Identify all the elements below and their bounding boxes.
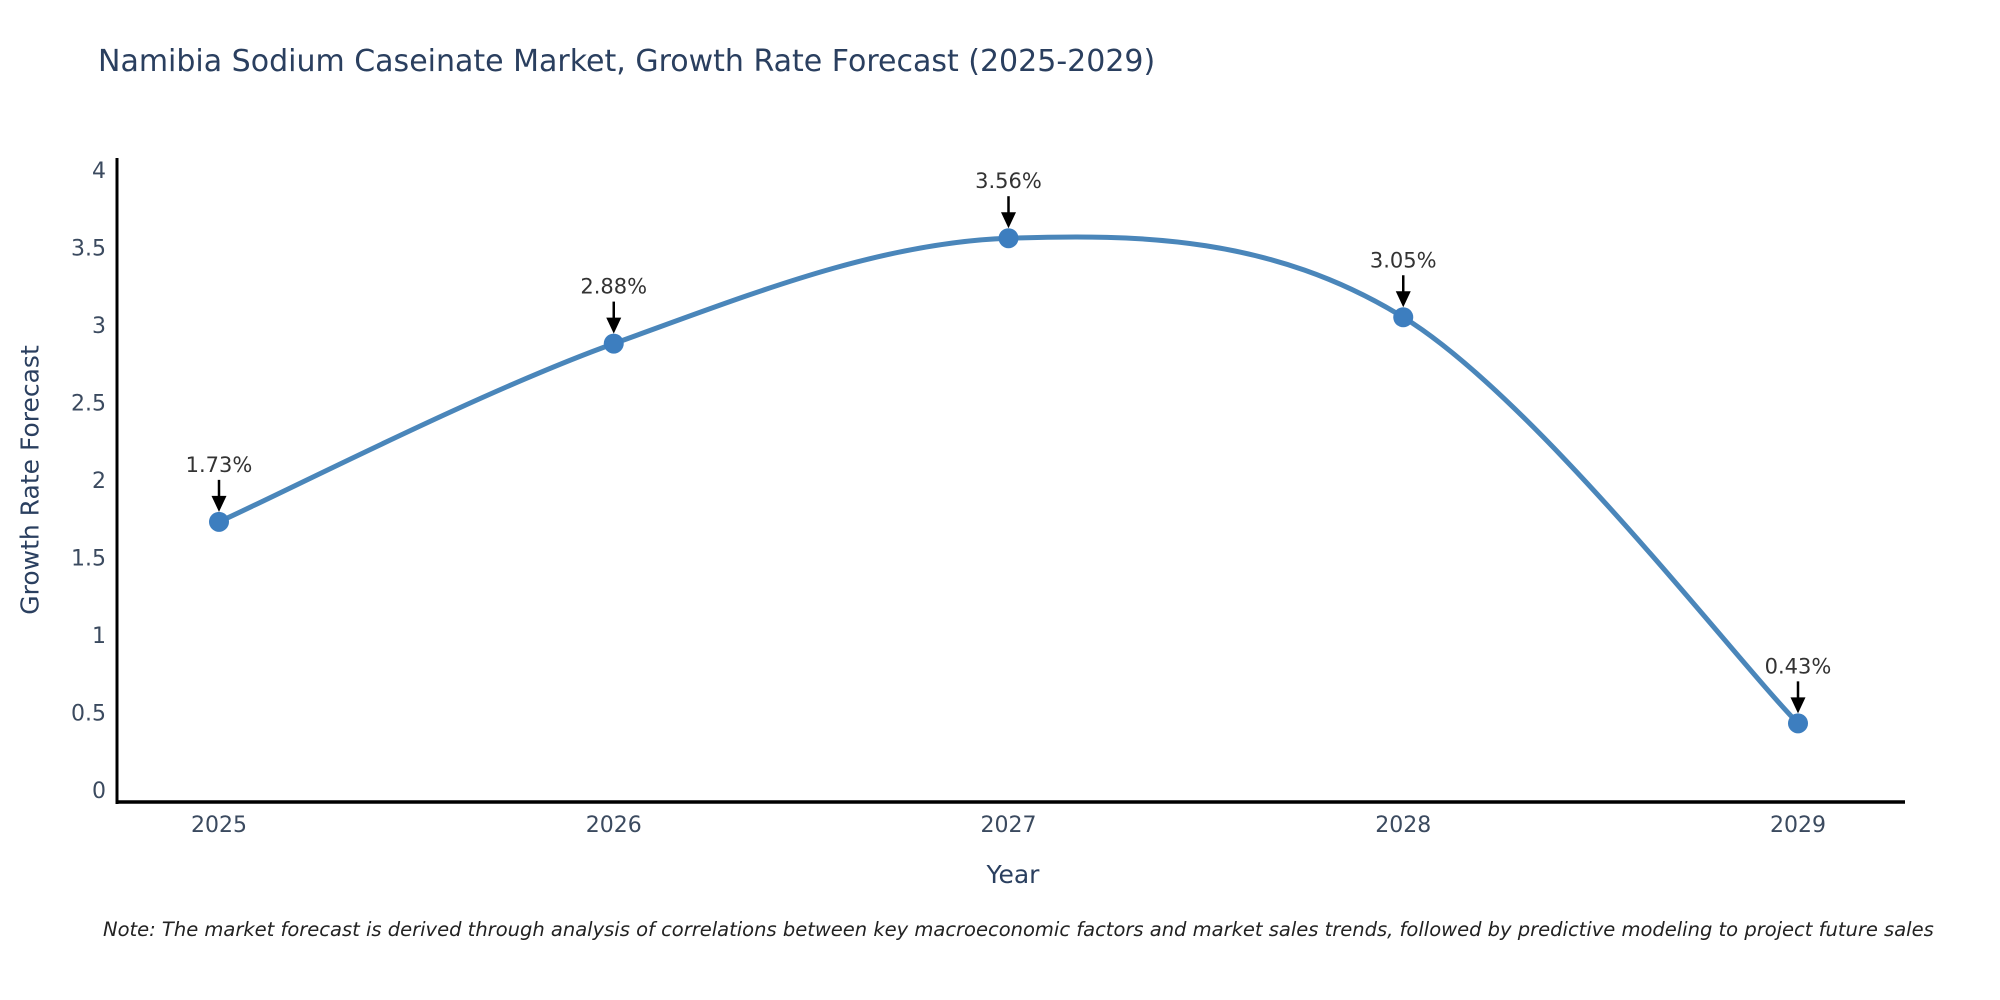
- annotation-arrow-head: [1001, 212, 1016, 229]
- y-tick-label: 4: [92, 159, 106, 184]
- y-tick-label: 1: [92, 624, 106, 649]
- data-point-marker: [1788, 713, 1808, 734]
- y-tick-label: 3.5: [71, 237, 106, 262]
- x-tick-label: 2029: [1770, 813, 1826, 838]
- data-point-label: 3.56%: [975, 169, 1042, 193]
- x-tick-label: 2026: [586, 813, 642, 838]
- annotation-arrow-head: [1790, 697, 1806, 714]
- y-tick-label: 2: [92, 469, 106, 494]
- chart-title: Namibia Sodium Caseinate Market, Growth …: [98, 44, 1156, 79]
- data-point-marker: [603, 333, 624, 354]
- y-tick-label: 3: [92, 314, 106, 339]
- forecast-line-series: [216, 234, 1801, 726]
- data-point-marker: [998, 228, 1019, 249]
- footnote: Note: The market forecast is derived thr…: [103, 918, 1934, 941]
- x-tick-label: 2027: [981, 813, 1037, 838]
- data-point-label: 3.05%: [1370, 248, 1437, 272]
- y-tick-label: 2.5: [71, 392, 106, 417]
- y-tick-label: 1.5: [71, 547, 106, 572]
- data-point-label: 2.88%: [580, 275, 647, 299]
- y-tick-label: 0.5: [71, 702, 106, 727]
- annotation-arrow-head: [1395, 291, 1411, 308]
- x-tick-label: 2028: [1375, 813, 1431, 838]
- annotation-arrow-head: [211, 495, 227, 512]
- x-axis-title: Year: [986, 860, 1040, 889]
- x-tick-label: 2025: [191, 813, 247, 838]
- data-point-label: 1.73%: [186, 453, 253, 477]
- y-tick-label: 0: [92, 779, 106, 804]
- data-point-marker: [1393, 307, 1414, 328]
- data-point-label: 0.43%: [1765, 654, 1832, 678]
- annotation-arrow-head: [606, 317, 622, 334]
- data-point-marker: [209, 511, 229, 532]
